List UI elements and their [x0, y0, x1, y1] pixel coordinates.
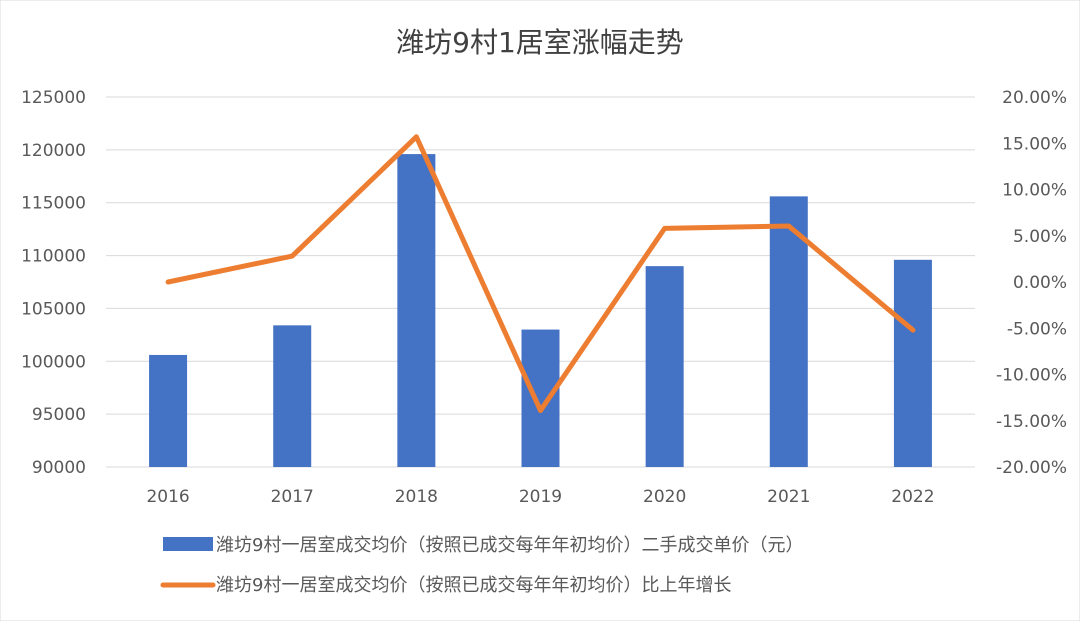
- line-point-2017: [290, 254, 294, 258]
- left-tick-label: 110000: [21, 247, 86, 267]
- right-tick-label: -15.00%: [996, 412, 1067, 432]
- x-tick-label: 2018: [395, 487, 438, 507]
- gridlines: [106, 96, 975, 468]
- right-tick-label: -10.00%: [996, 366, 1067, 386]
- x-tick-label: 2021: [767, 487, 810, 507]
- x-tick-label: 2017: [271, 487, 314, 507]
- line-point-2022: [911, 328, 915, 332]
- line-point-2020: [663, 226, 667, 230]
- legend-swatch-bar: [163, 537, 213, 551]
- bar-2017: [273, 325, 312, 467]
- right-tick-label: 10.00%: [1002, 181, 1067, 201]
- line-point-2019: [539, 409, 542, 413]
- legend-label-bar: 潍坊9村一居室成交均价（按照已成交每年年初均价）二手成交单价（元）: [216, 535, 803, 556]
- bar-2022: [893, 259, 932, 467]
- line-point-2016: [166, 280, 170, 284]
- right-tick-label: -5.00%: [1007, 319, 1067, 339]
- left-tick-label: 100000: [21, 352, 86, 372]
- right-tick-label: 5.00%: [1013, 227, 1067, 247]
- bar-2018: [397, 154, 436, 468]
- bar-series: [149, 154, 932, 468]
- bar-2021: [769, 196, 808, 467]
- bar-2019: [521, 329, 560, 467]
- right-tick-label: 20.00%: [1002, 88, 1067, 108]
- bar-2016: [149, 354, 188, 467]
- bar-2020: [645, 266, 684, 467]
- legend: 潍坊9村一居室成交均价（按照已成交每年年初均价）二手成交单价（元） 潍坊9村一居…: [160, 535, 803, 596]
- x-tick-label: 2016: [146, 487, 189, 507]
- x-tick-label: 2019: [519, 487, 562, 507]
- line-point-2018: [414, 135, 418, 139]
- x-tick-label: 2020: [643, 487, 686, 507]
- left-tick-label: 105000: [21, 299, 86, 319]
- x-tick-label: 2022: [891, 487, 934, 507]
- left-tick-label: 90000: [32, 458, 86, 478]
- axis-ticks: 90000 95000 100000 105000 110000 115000 120000…: [21, 88, 1067, 507]
- line-point-2021: [787, 224, 791, 228]
- legend-label-line: 潍坊9村一居室成交均价（按照已成交每年年初均价）比上年增长: [216, 575, 731, 596]
- left-tick-label: 125000: [21, 88, 86, 108]
- right-tick-label: 15.00%: [1002, 134, 1067, 154]
- left-tick-label: 95000: [32, 405, 86, 425]
- right-tick-label: 0.00%: [1013, 273, 1067, 293]
- right-tick-label: -20.00%: [996, 458, 1067, 478]
- line-series: [165, 134, 916, 414]
- chart-title: 潍坊9村1居室涨幅走势: [396, 26, 684, 59]
- left-tick-label: 115000: [21, 194, 86, 214]
- left-tick-label: 120000: [21, 141, 86, 161]
